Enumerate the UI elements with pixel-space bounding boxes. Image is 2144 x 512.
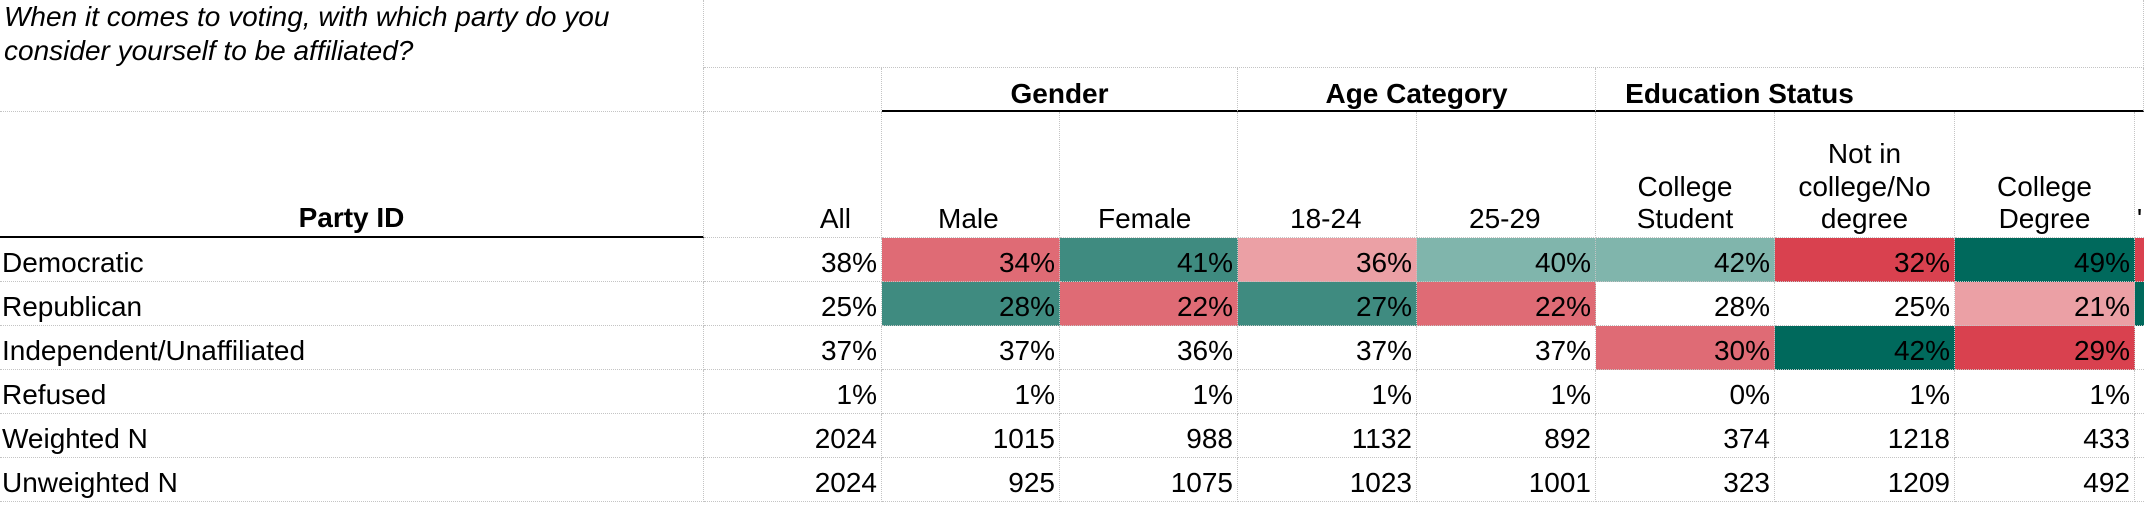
data-cell: 1%: [1775, 370, 1955, 414]
data-cell: 30%: [1596, 326, 1775, 370]
data-cell: 2024: [704, 414, 882, 458]
data-cell: 42%: [1775, 326, 1955, 370]
col-header-25-29: 25-29: [1417, 112, 1596, 238]
row-header-party-id: Party ID: [0, 112, 704, 238]
col-header-female: Female: [1060, 112, 1238, 238]
group-spacer-all: [704, 68, 882, 112]
edge-cell: [2135, 326, 2144, 370]
data-cell: 492: [1955, 458, 2135, 502]
data-cell: 22%: [1417, 282, 1596, 326]
data-cell: 1023: [1238, 458, 1417, 502]
data-cell: 37%: [1238, 326, 1417, 370]
data-cell: 1%: [1238, 370, 1417, 414]
data-cell: 323: [1596, 458, 1775, 502]
data-cell: 1%: [1060, 370, 1238, 414]
col-header-partial: ': [2135, 112, 2144, 238]
group-gender: Gender: [882, 68, 1238, 112]
col-header-18-24: 18-24: [1238, 112, 1417, 238]
row-label-weighted-n: Weighted N: [0, 414, 704, 458]
data-cell: 25%: [704, 282, 882, 326]
data-cell: 1075: [1060, 458, 1238, 502]
data-cell: 37%: [704, 326, 882, 370]
col-header-college-student: College Student: [1596, 112, 1775, 238]
col-header-college-degree: College Degree: [1955, 112, 2135, 238]
edge-cell: [2135, 238, 2144, 282]
data-cell: 21%: [1955, 282, 2135, 326]
row-label-refused: Refused: [0, 370, 704, 414]
data-cell: 1132: [1238, 414, 1417, 458]
data-cell: 25%: [1775, 282, 1955, 326]
data-cell: 1%: [1417, 370, 1596, 414]
data-cell: 2024: [704, 458, 882, 502]
data-cell: 36%: [1060, 326, 1238, 370]
row-label-democratic: Democratic: [0, 238, 704, 282]
edge-cell: [2135, 414, 2144, 458]
data-cell: 41%: [1060, 238, 1238, 282]
data-cell: 27%: [1238, 282, 1417, 326]
col-header-not-in-college: Not in college/No degree: [1775, 112, 1955, 238]
data-cell: 1209: [1775, 458, 1955, 502]
data-cell: 38%: [704, 238, 882, 282]
row-label-independent-unaffiliated: Independent/Unaffiliated: [0, 326, 704, 370]
header-empty: [704, 0, 2144, 68]
data-cell: 374: [1596, 414, 1775, 458]
data-cell: 1%: [704, 370, 882, 414]
data-cell: 36%: [1238, 238, 1417, 282]
row-label-republican: Republican: [0, 282, 704, 326]
data-cell: 40%: [1417, 238, 1596, 282]
data-cell: 433: [1955, 414, 2135, 458]
data-cell: 34%: [882, 238, 1060, 282]
data-cell: 37%: [1417, 326, 1596, 370]
data-cell: 49%: [1955, 238, 2135, 282]
data-cell: 1%: [882, 370, 1060, 414]
data-cell: 892: [1417, 414, 1596, 458]
group-spacer: [0, 68, 704, 112]
data-cell: 29%: [1955, 326, 2135, 370]
data-cell: 28%: [882, 282, 1060, 326]
edge-cell: [2135, 282, 2144, 326]
edge-cell: [2135, 370, 2144, 414]
data-cell: 42%: [1596, 238, 1775, 282]
question-text: When it comes to voting, with which part…: [0, 0, 704, 68]
data-cell: 1001: [1417, 458, 1596, 502]
data-cell: 28%: [1596, 282, 1775, 326]
data-cell: 0%: [1596, 370, 1775, 414]
data-cell: 1015: [882, 414, 1060, 458]
group-age-category: Age Category: [1238, 68, 1596, 112]
row-label-unweighted-n: Unweighted N: [0, 458, 704, 502]
data-cell: 988: [1060, 414, 1238, 458]
data-cell: 1%: [1955, 370, 2135, 414]
data-cell: 1218: [1775, 414, 1955, 458]
data-cell: 32%: [1775, 238, 1955, 282]
data-cell: 22%: [1060, 282, 1238, 326]
data-cell: 37%: [882, 326, 1060, 370]
group-education-status: Education Status: [1596, 68, 2144, 112]
col-header-male: Male: [882, 112, 1060, 238]
data-cell: 925: [882, 458, 1060, 502]
col-header-all: All: [704, 112, 882, 238]
edge-cell: [2135, 458, 2144, 502]
